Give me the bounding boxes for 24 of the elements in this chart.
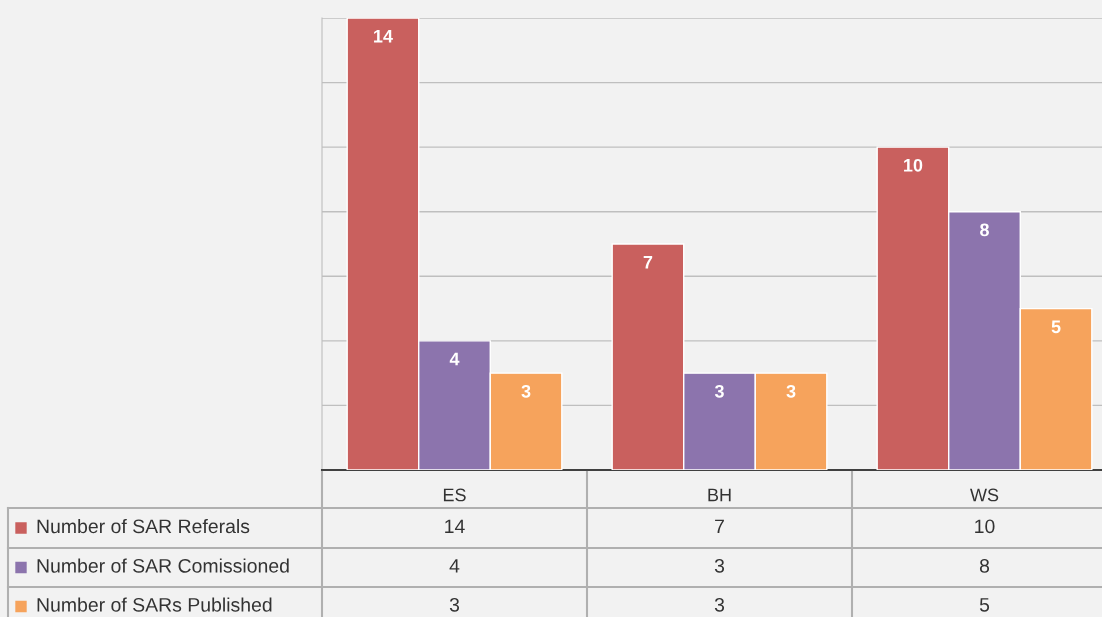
x-tick-label: BH <box>708 488 731 502</box>
data-label: 3 <box>714 384 724 398</box>
text: 3 <box>714 597 725 612</box>
text: 14 <box>445 519 465 534</box>
text: 7 <box>715 519 724 534</box>
data-label: 3 <box>521 384 531 398</box>
text: 5 <box>979 598 990 612</box>
legend-label: Number of SARs Published <box>37 597 272 612</box>
text: 3 <box>714 558 725 573</box>
legend-label: Number of SAR Comissioned <box>37 558 289 573</box>
data-label: 4 <box>449 352 460 366</box>
data-label: 5 <box>1051 320 1061 334</box>
text: 4 <box>449 559 460 573</box>
x-tick-label: ES <box>443 488 466 502</box>
x-tick-label: WS <box>970 488 999 502</box>
data-label: 7 <box>643 255 653 269</box>
text: 3 <box>449 597 460 612</box>
data-label: 10 <box>904 158 923 172</box>
data-label: 3 <box>786 384 796 398</box>
text: 10 <box>975 519 995 534</box>
data-label: 8 <box>980 223 989 237</box>
text: 8 <box>979 558 990 573</box>
data-label: 14 <box>374 29 393 43</box>
legend-label: Number of SAR Referals <box>37 518 250 534</box>
